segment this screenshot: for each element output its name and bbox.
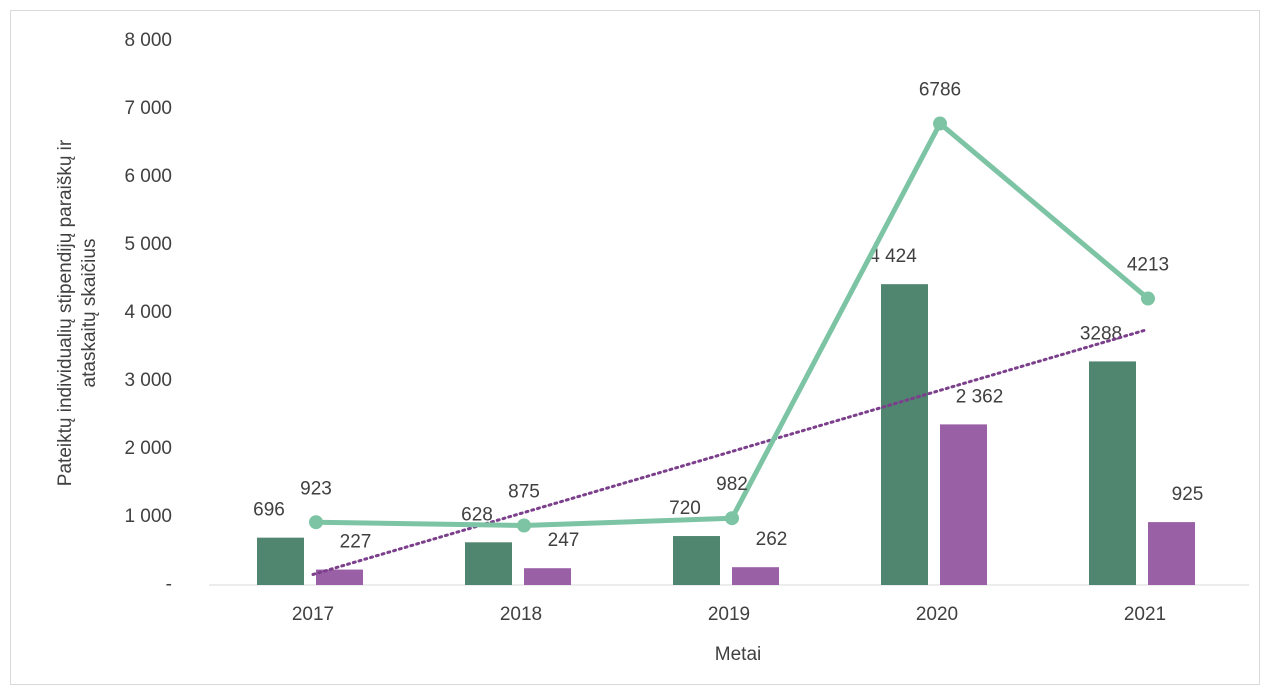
y-tick-label: 7 000 bbox=[124, 98, 172, 119]
y-tick-label: 2 000 bbox=[124, 438, 172, 459]
data-label: 982 bbox=[716, 474, 748, 495]
bar bbox=[524, 568, 571, 585]
x-tick-label: 2018 bbox=[500, 604, 542, 625]
data-label: 696 bbox=[253, 500, 285, 521]
line bbox=[315, 121, 1150, 528]
data-label: 262 bbox=[756, 529, 788, 550]
trendline bbox=[311, 328, 1147, 576]
data-label: 875 bbox=[508, 482, 540, 503]
y-tick-label: 5 000 bbox=[124, 234, 172, 255]
x-tick-label: 2019 bbox=[708, 604, 750, 625]
data-label: 923 bbox=[300, 478, 332, 499]
bar bbox=[465, 542, 512, 585]
bar bbox=[732, 567, 779, 585]
y-axis-label: Pateiktų individualių stipendijų paraišk… bbox=[55, 139, 100, 486]
data-label: 247 bbox=[548, 530, 580, 551]
data-label: 3288 bbox=[1080, 323, 1122, 344]
data-label: 2 362 bbox=[956, 386, 1004, 407]
line-point bbox=[725, 511, 739, 526]
data-label: 227 bbox=[340, 532, 372, 553]
data-label: 925 bbox=[1172, 484, 1204, 505]
chart-frame bbox=[10, 10, 1260, 685]
bar bbox=[1089, 361, 1136, 585]
line-point bbox=[933, 116, 947, 131]
y-tick-label: - bbox=[166, 574, 172, 595]
bar bbox=[316, 569, 363, 585]
y-tick-label: 8 000 bbox=[124, 30, 172, 51]
data-label: 4213 bbox=[1127, 255, 1169, 276]
line-point bbox=[517, 518, 531, 533]
x-tick-label: 2017 bbox=[292, 604, 334, 625]
y-tick-label: 3 000 bbox=[124, 370, 172, 391]
line-point bbox=[1141, 291, 1155, 306]
data-label: 720 bbox=[669, 498, 701, 519]
x-tick-label: 2020 bbox=[916, 604, 958, 625]
bar bbox=[673, 536, 720, 585]
bar bbox=[940, 424, 987, 585]
bar bbox=[881, 284, 928, 585]
data-label: 4 424 bbox=[869, 246, 917, 267]
data-label: 628 bbox=[461, 504, 493, 525]
x-tick-label: 2021 bbox=[1124, 604, 1166, 625]
bar bbox=[257, 537, 304, 585]
bar bbox=[1148, 522, 1195, 585]
y-tick-label: 4 000 bbox=[124, 302, 172, 323]
x-axis-label: Metai bbox=[715, 644, 761, 665]
y-tick-label: 6 000 bbox=[124, 166, 172, 187]
data-label: 6786 bbox=[919, 80, 961, 101]
line-point bbox=[309, 515, 323, 530]
y-tick-label: 1 000 bbox=[124, 506, 172, 527]
